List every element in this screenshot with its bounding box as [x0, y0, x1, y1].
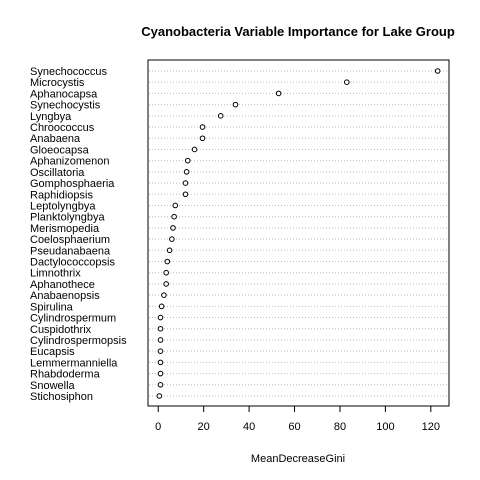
category-label: Limnothrix — [30, 268, 81, 280]
data-point — [157, 370, 164, 377]
category-label: Leptolyngbya — [30, 200, 96, 212]
data-point — [157, 337, 164, 343]
category-label: Snowella — [30, 380, 76, 392]
data-points — [156, 68, 441, 399]
data-point — [163, 269, 169, 276]
data-point — [161, 292, 167, 298]
data-point — [157, 359, 164, 366]
data-point — [166, 247, 173, 254]
category-label: Aphanocapsa — [30, 88, 98, 100]
data-point — [199, 135, 206, 142]
x-tick-label: 100 — [376, 421, 394, 433]
x-tick-label: 40 — [243, 421, 255, 433]
data-point — [343, 79, 350, 86]
category-label: Gomphosphaeria — [30, 178, 115, 190]
data-point — [157, 381, 164, 388]
category-label: Stichosiphon — [30, 391, 93, 403]
x-tick-label: 120 — [422, 421, 440, 433]
category-label: Merismopedia — [30, 223, 100, 235]
data-point — [163, 281, 169, 287]
category-label: Gloeocapsa — [30, 144, 90, 156]
category-label: Lemmermanniella — [30, 357, 118, 369]
category-label: Eucapsis — [30, 346, 75, 358]
data-point — [164, 258, 171, 265]
data-point — [199, 124, 206, 130]
data-point — [275, 90, 282, 97]
category-label: Lyngbya — [30, 111, 72, 123]
category-label: Dactylococcopsis — [30, 257, 115, 269]
category-label: Anabaena — [30, 133, 81, 145]
category-label: Cylindrospermum — [30, 313, 116, 325]
x-tick-label: 80 — [334, 421, 346, 433]
x-axis-label: MeanDecreaseGini — [251, 453, 345, 465]
category-label: Cylindrospermopsis — [30, 335, 127, 347]
x-axis: 0 20 40 60 80 100 120 — [155, 405, 440, 433]
category-label: Spirulina — [30, 301, 74, 313]
category-label: Pseudanabaena — [30, 245, 111, 257]
data-point — [182, 180, 189, 186]
data-point — [170, 225, 176, 231]
data-point — [184, 157, 191, 164]
category-label: Chroococcus — [30, 122, 95, 134]
category-label: Cuspidothrix — [30, 324, 92, 336]
category-label: Aphanothece — [30, 279, 95, 291]
guide-lines — [149, 70, 448, 397]
x-tick-label: 0 — [155, 421, 161, 433]
category-label: Oscillatoria — [30, 167, 85, 179]
chart-title: Cyanobacteria Variable Importance for La… — [141, 24, 455, 39]
data-point — [183, 169, 190, 175]
data-point — [157, 314, 164, 321]
category-label: Planktolyngbya — [30, 212, 105, 224]
category-label: Synechocystis — [30, 100, 101, 112]
data-point — [171, 213, 177, 220]
data-point — [434, 68, 441, 74]
data-point — [232, 101, 239, 108]
category-label: Rhabdoderma — [30, 369, 101, 381]
plot-frame — [147, 59, 450, 407]
category-label: Aphanizomenon — [30, 156, 110, 168]
x-tick-label: 60 — [288, 421, 300, 433]
data-point — [158, 303, 165, 310]
x-tick-label: 20 — [198, 421, 210, 433]
category-label: Anabaenopsis — [30, 290, 100, 302]
category-label: Coelosphaerium — [30, 234, 110, 246]
category-label: Microcystis — [30, 77, 85, 89]
category-label: Synechococcus — [30, 66, 108, 78]
data-point — [182, 191, 189, 198]
category-labels: SynechococcusMicrocystisAphanocapsaSynec… — [30, 66, 127, 403]
category-label: Raphidiopsis — [30, 189, 93, 201]
data-point — [217, 113, 224, 119]
data-point — [157, 348, 164, 354]
data-point — [156, 393, 163, 399]
data-point — [169, 236, 175, 242]
data-point — [172, 202, 179, 209]
data-point — [191, 146, 198, 153]
data-point — [157, 325, 164, 332]
